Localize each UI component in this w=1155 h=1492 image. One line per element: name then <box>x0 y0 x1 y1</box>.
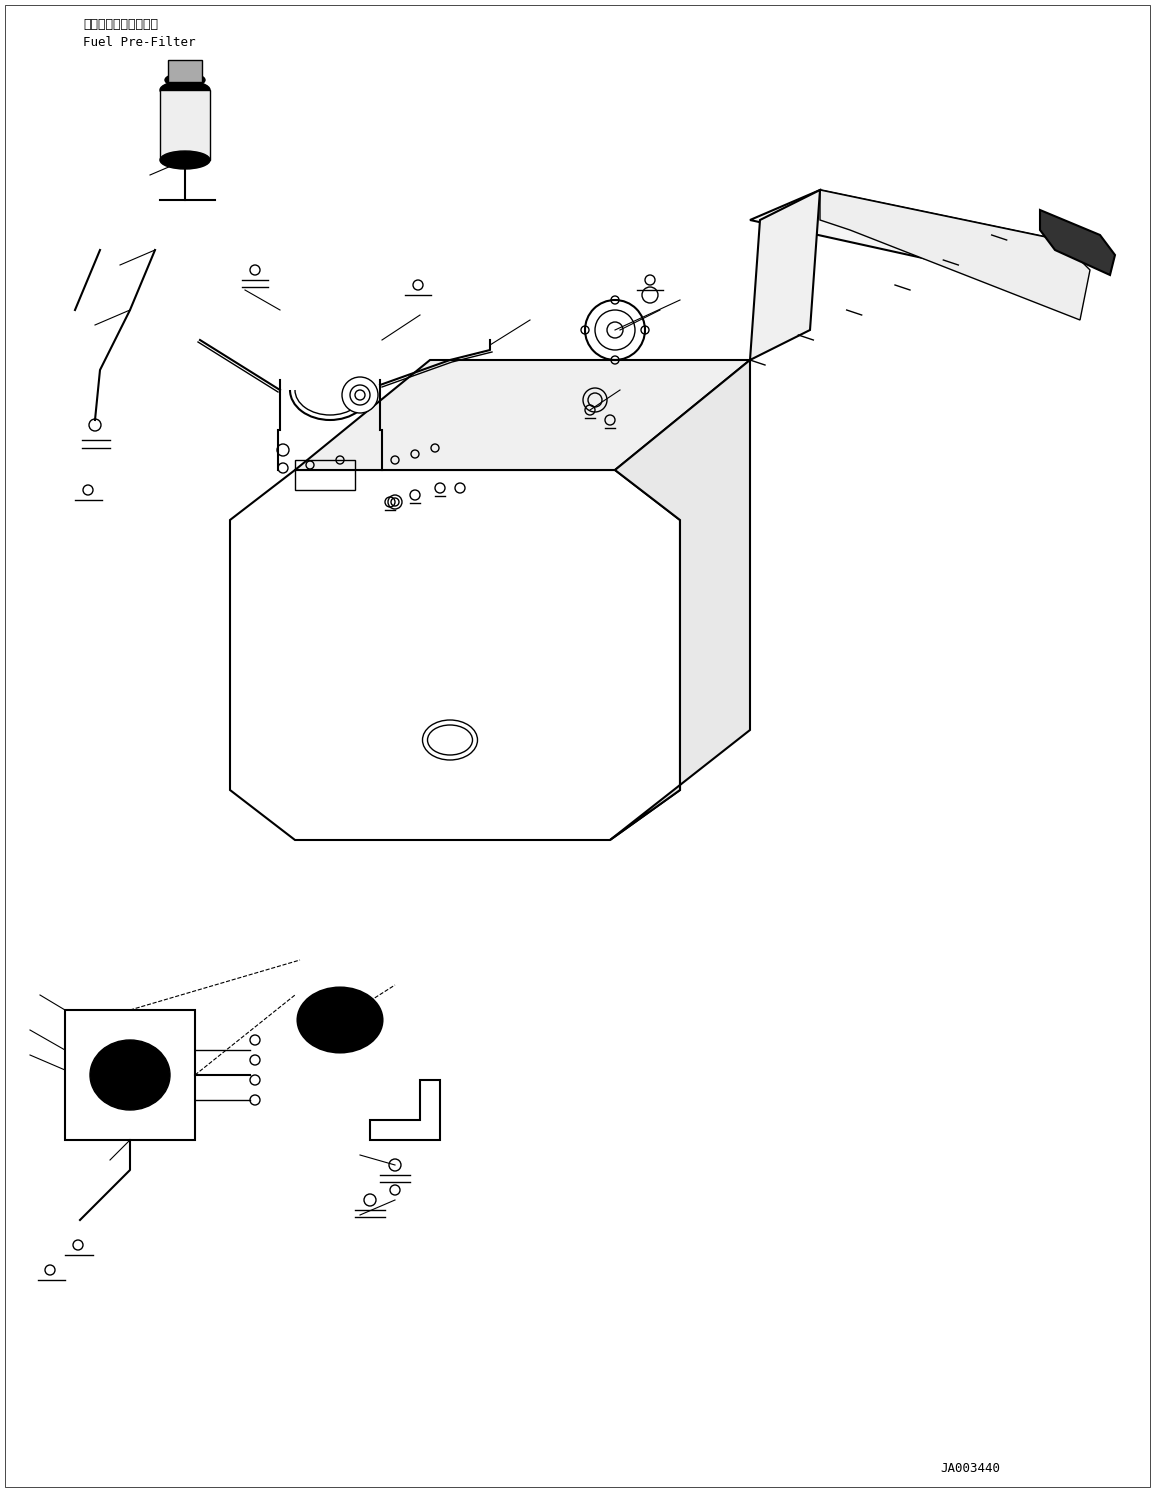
Polygon shape <box>230 470 680 840</box>
Ellipse shape <box>165 73 204 87</box>
Text: JA003440: JA003440 <box>940 1462 1000 1476</box>
Ellipse shape <box>298 988 382 1052</box>
Ellipse shape <box>90 1040 170 1110</box>
Text: Fuel Pre-Filter: Fuel Pre-Filter <box>83 36 195 49</box>
Circle shape <box>342 377 378 413</box>
Polygon shape <box>750 189 1060 275</box>
Bar <box>161 90 210 160</box>
Polygon shape <box>750 189 820 360</box>
Polygon shape <box>65 1010 195 1140</box>
Bar <box>167 60 202 82</box>
Polygon shape <box>295 360 750 470</box>
Polygon shape <box>1040 210 1115 275</box>
Text: フェエルプリフィルタ: フェエルプリフィルタ <box>83 18 158 31</box>
Polygon shape <box>370 1080 440 1140</box>
Ellipse shape <box>161 81 210 98</box>
Polygon shape <box>820 189 1090 319</box>
Polygon shape <box>610 360 750 840</box>
Ellipse shape <box>161 151 210 169</box>
